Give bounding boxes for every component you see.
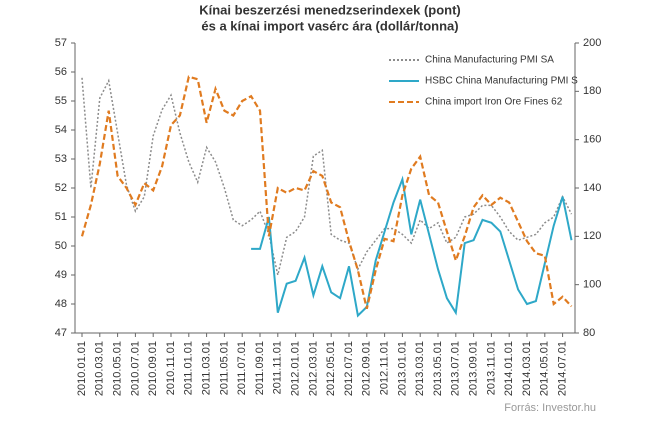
x-tick-label: 2010.05.01 [112,341,124,396]
y-tick-label: 51 [55,211,67,223]
y-tick-label: 49 [55,269,67,281]
y2-tick-label: 120 [583,230,601,242]
y-tick-label: 54 [55,124,67,136]
x-tick-label: 2013.09.01 [468,341,480,396]
x-tick-label: 2011.11.01 [272,341,284,394]
y-tick-label: 57 [55,37,67,49]
x-tick-label: 2011.05.01 [218,341,230,395]
x-tick-label: 2011.07.01 [236,341,248,395]
x-tick-label: 2012.09.01 [361,341,373,396]
y-tick-label: 48 [55,298,67,310]
x-tick-label: 2012.01.01 [290,341,302,396]
x-tick-label: 2013.11.01 [485,341,497,395]
y2-tick-label: 140 [583,182,601,194]
series-line [81,77,573,276]
legend-label: China import Iron Ore Fines 62 [425,97,563,108]
y-tick-label: 53 [55,153,67,165]
legend-label: China Manufacturing PMI SA [425,55,554,66]
x-tick-label: 2014.05.01 [539,341,551,396]
x-tick-label: 2010.09.01 [147,341,159,396]
x-tick-label: 2010.07.01 [129,341,141,396]
x-tick-label: 2013.01.01 [396,341,408,396]
y-tick-label: 52 [55,182,67,194]
chart-title: Kínai beszerzési menedzserindexek (pont) [199,2,461,17]
x-tick-label: 2014.07.01 [557,341,569,396]
x-tick-label: 2012.03.01 [307,341,319,396]
y-tick-label: 50 [55,240,67,252]
x-tick-label: 2014.03.01 [521,341,533,396]
y2-tick-label: 80 [583,327,595,339]
y2-tick-label: 200 [583,37,601,49]
x-tick-label: 2013.03.01 [414,341,426,396]
x-tick-label: 2012.07.01 [343,341,355,396]
y2-tick-label: 180 [583,85,601,97]
x-tick-label: 2012.11.01 [379,341,391,395]
x-tick-label: 2013.05.01 [432,341,444,396]
y-tick-label: 56 [55,66,67,78]
legend-label: HSBC China Manufacturing PMI S [425,76,578,87]
x-tick-label: 2013.07.01 [450,341,462,396]
y2-tick-label: 100 [583,279,601,291]
x-tick-label: 2011.01.01 [183,341,195,395]
x-tick-label: 2010.11.01 [165,341,177,395]
x-tick-label: 2011.03.01 [201,341,213,395]
chart-subtitle: és a kínai import vasérc ára (dollár/ton… [201,18,458,33]
y2-tick-label: 160 [583,134,601,146]
x-tick-label: 2012.05.01 [325,341,337,396]
series-line [251,175,573,318]
x-tick-label: 2014.01.01 [503,341,515,396]
x-tick-label: 2010.03.01 [94,341,106,396]
x-tick-label: 2011.09.01 [254,341,266,395]
y-tick-label: 55 [55,95,67,107]
y-tick-label: 47 [55,327,67,339]
x-tick-label: 2010.01.01 [76,341,88,396]
source: Forrás: Investor.hu [504,402,596,414]
